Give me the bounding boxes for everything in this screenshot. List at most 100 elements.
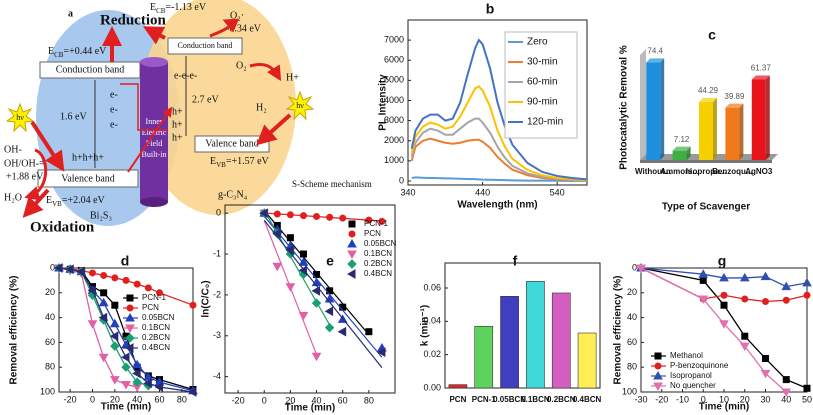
category-label: Isopropa... — [686, 167, 726, 176]
fit-line — [263, 210, 331, 326]
y-axis-label: PL Intensity — [378, 74, 389, 131]
marker — [285, 283, 296, 292]
x-tick-label: 20 — [110, 394, 120, 404]
value-label: 74.4 — [647, 46, 663, 55]
marker — [739, 342, 750, 352]
species: H₂ — [256, 102, 267, 113]
sub: CB — [156, 7, 166, 15]
legend-label: No quencher — [670, 381, 716, 390]
category-label: PCN-1 — [472, 395, 497, 404]
y-tick-label: 0 — [399, 175, 404, 185]
y-tick-label: 80 — [627, 362, 637, 372]
y-tick-label: 6000 — [384, 55, 404, 65]
bar — [699, 101, 713, 160]
x-tick-label: -20 — [655, 394, 668, 404]
legend-label: 0.2BCN — [364, 259, 392, 268]
x-tick-label: 0 — [701, 394, 706, 404]
legend-box — [504, 31, 578, 139]
marker — [339, 214, 347, 222]
y-tick-label: -3 — [213, 330, 221, 340]
bar — [577, 332, 597, 389]
marker — [143, 372, 154, 381]
marker — [348, 220, 356, 228]
category-label: AgNO3 — [745, 167, 773, 176]
band-box — [167, 37, 243, 55]
y-tick-label: -4 — [213, 371, 221, 381]
arrow — [142, 26, 166, 45]
marker — [762, 355, 769, 363]
y-tick-label: 3000 — [384, 115, 404, 125]
x-tick-label: 80 — [177, 394, 187, 404]
transfer-line — [120, 83, 168, 131]
marker — [653, 382, 663, 392]
marker — [376, 347, 386, 357]
marker — [125, 333, 135, 343]
x-tick-label: 30 — [760, 394, 770, 404]
light-icon — [285, 90, 315, 121]
category-label: 0.2BCN — [547, 395, 576, 404]
y-tick-label: 0.00 — [423, 382, 441, 392]
panel-label: a — [68, 8, 73, 19]
electron: e- — [110, 119, 118, 130]
panel-label: d — [121, 253, 130, 269]
marker — [378, 217, 386, 225]
bar-top — [646, 58, 665, 63]
x-tick-label: -20 — [64, 394, 77, 404]
marker — [699, 276, 707, 284]
legend-label: Zero — [527, 37, 548, 48]
x-tick-label: 60 — [338, 395, 348, 405]
arrow — [22, 188, 50, 218]
energy-label: EVB=+2.04 eV — [46, 195, 106, 207]
y-tick-label: 0 — [50, 262, 55, 272]
x-axis-label: Time (min) — [101, 402, 151, 413]
marker — [154, 382, 163, 392]
legend-label: P-benzoquinone — [670, 361, 729, 370]
y-tick-label: 5000 — [384, 75, 404, 85]
category-label: Benzoqu... — [712, 167, 752, 176]
field-bottom — [140, 197, 168, 207]
y-tick-label: 0.06 — [423, 282, 441, 292]
y-tick-label: 60 — [45, 337, 55, 347]
marker — [156, 289, 163, 297]
value-label: 39.89 — [724, 92, 745, 101]
series-line — [640, 267, 787, 393]
x-tick-label: 0 — [90, 394, 95, 404]
fit-line — [263, 219, 383, 369]
energy-label: EVB=+1.57 eV — [210, 156, 270, 168]
series-line — [58, 267, 194, 392]
material-label: Bi₂S₃ — [90, 210, 112, 221]
x-tick-label: 40 — [781, 394, 791, 404]
marker — [653, 370, 663, 380]
y-tick-label: 100 — [40, 386, 55, 396]
marker — [720, 291, 728, 299]
bar — [526, 281, 545, 389]
marker — [760, 369, 771, 379]
species: H₂O — [4, 192, 22, 203]
marker — [298, 311, 309, 321]
category-label: 0.4BCN — [573, 395, 602, 404]
legend-label: 0.05BCN — [364, 239, 397, 248]
marker — [121, 381, 131, 390]
x-axis-label: Type of Scavenger — [662, 202, 750, 213]
x-tick-label: 40 — [312, 395, 322, 405]
y-tick-label: 40 — [627, 312, 637, 322]
marker — [126, 294, 134, 302]
marker — [782, 376, 790, 384]
sub: VB — [52, 200, 62, 208]
hole: h+ — [172, 106, 183, 117]
marker — [272, 228, 281, 239]
arrow — [209, 18, 240, 38]
marker — [133, 280, 141, 288]
marker — [87, 285, 96, 296]
y-tick-label: 4000 — [384, 95, 404, 105]
marker — [719, 272, 729, 282]
arrow — [30, 120, 65, 172]
marker — [347, 259, 357, 269]
marker — [100, 289, 108, 297]
series-line — [58, 267, 194, 393]
y-tick-label: 1000 — [384, 155, 404, 165]
category-label: 0.1BCN — [521, 395, 550, 404]
y-tick-label: 0 — [216, 208, 221, 218]
